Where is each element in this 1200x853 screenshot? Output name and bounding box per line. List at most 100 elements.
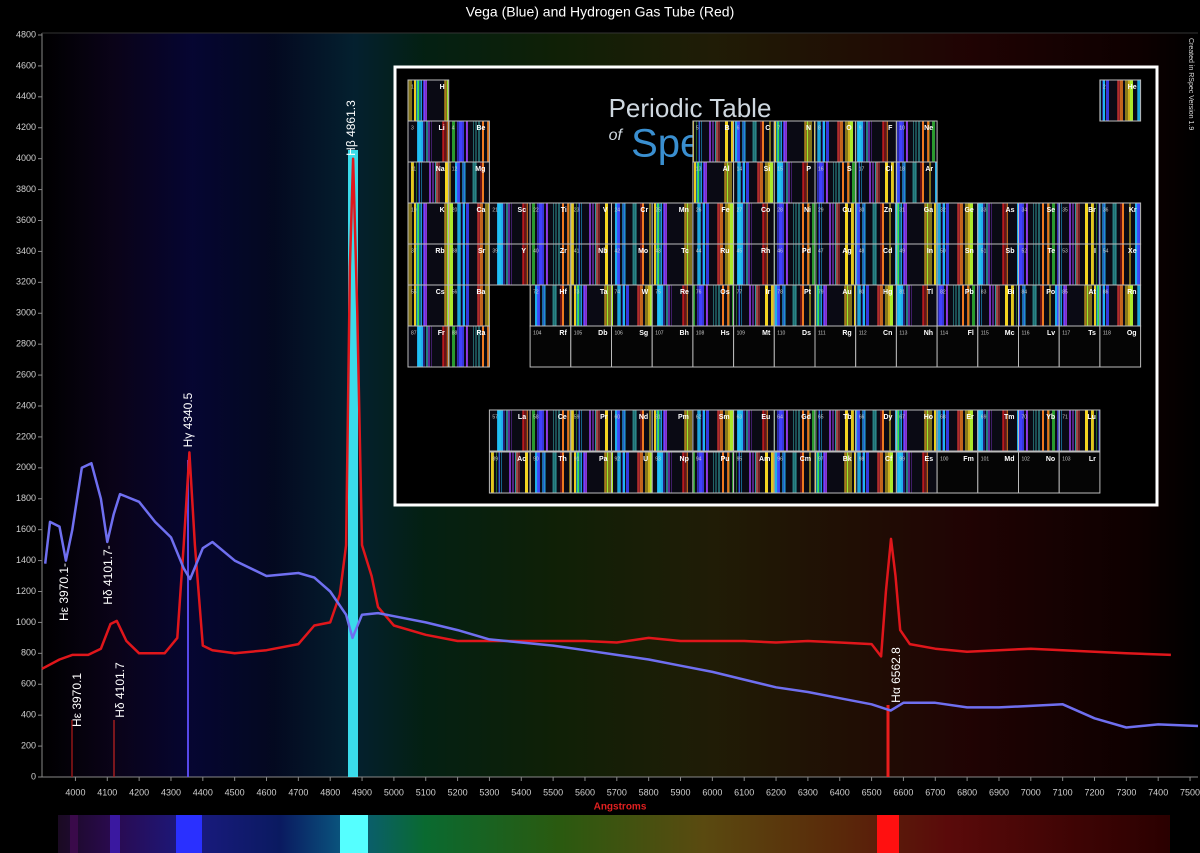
- y-tick-label: 3600: [16, 215, 36, 225]
- element-number: 83: [981, 289, 987, 295]
- element-cell: [488, 243, 531, 286]
- element-symbol: Ne: [924, 125, 933, 132]
- credit: Created in RSpec Version 1.9: [1187, 38, 1194, 130]
- element-cell: [611, 243, 653, 286]
- x-tick-label: 4700: [288, 787, 308, 797]
- element-number: 53: [1062, 248, 1068, 254]
- element-number: 36: [1103, 207, 1109, 213]
- inset-title-of: of: [609, 127, 624, 144]
- element-number: 22: [533, 207, 539, 213]
- element-number: 68: [940, 414, 946, 420]
- element-symbol: W: [642, 289, 649, 296]
- element-cell: [855, 161, 897, 204]
- element-symbol: F: [888, 125, 893, 132]
- element-symbol: La: [518, 414, 526, 421]
- element-number: 85: [1062, 289, 1068, 295]
- element-symbol: Sc: [518, 207, 527, 214]
- element-cell: [692, 284, 735, 327]
- y-tick-label: 4200: [16, 122, 36, 132]
- element-number: 29: [818, 207, 824, 213]
- element-number: 33: [981, 207, 987, 213]
- element-cell: [1058, 325, 1101, 368]
- x-tick-label: 6100: [734, 787, 754, 797]
- x-tick-label: 5800: [639, 787, 659, 797]
- y-tick-label: 2800: [16, 339, 36, 349]
- y-tick-label: 1400: [16, 555, 36, 565]
- element-cell: [814, 243, 857, 286]
- element-symbol: Po: [1046, 289, 1055, 296]
- element-symbol: Be: [476, 125, 485, 132]
- element-number: 78: [777, 289, 783, 295]
- element-symbol: Al: [723, 166, 730, 173]
- x-tick-label: 5600: [575, 787, 595, 797]
- element-number: 42: [615, 248, 621, 254]
- element-symbol: Li: [438, 125, 444, 132]
- element-number: 14: [737, 166, 743, 172]
- element-cell: [692, 325, 735, 368]
- x-tick-label: 7000: [1021, 787, 1041, 797]
- y-tick-label: 2200: [16, 431, 36, 441]
- y-tick-label: 600: [21, 679, 36, 689]
- element-number: 7: [777, 125, 780, 131]
- element-number: 99: [899, 456, 905, 462]
- x-tick-label: 4900: [352, 787, 372, 797]
- element-symbol: Ru: [720, 248, 729, 255]
- element-number: 115: [981, 330, 989, 336]
- y-tick-label: 800: [21, 648, 36, 658]
- element-cell: [733, 243, 775, 286]
- x-tick-label: 6400: [830, 787, 850, 797]
- element-symbol: Sg: [639, 330, 648, 337]
- element-number: 107: [655, 330, 664, 336]
- element-number: 73: [574, 289, 580, 295]
- x-tick-label: 6700: [925, 787, 945, 797]
- element-number: 90: [533, 456, 539, 462]
- element-cell: [814, 451, 857, 494]
- element-number: 39: [492, 248, 498, 254]
- element-cell: [936, 409, 979, 452]
- element-symbol: Lr: [1089, 456, 1096, 463]
- element-number: 4: [452, 125, 455, 131]
- element-symbol: Md: [1004, 456, 1014, 463]
- x-tick-label: 5700: [607, 787, 627, 797]
- element-symbol: Tm: [1004, 414, 1015, 421]
- element-symbol: Ra: [476, 330, 485, 337]
- element-cell: [651, 202, 694, 245]
- element-symbol: V: [603, 207, 608, 214]
- element-symbol: Yb: [1046, 414, 1055, 421]
- x-tick-label: 4400: [193, 787, 213, 797]
- element-number: 98: [859, 456, 865, 462]
- y-tick-label: 3400: [16, 246, 36, 256]
- element-cell: [692, 120, 735, 163]
- element-number: 114: [940, 330, 948, 336]
- element-cell: [895, 409, 938, 452]
- element-number: 40: [533, 248, 539, 254]
- element-cell: [977, 409, 1019, 452]
- element-number: 19: [411, 207, 417, 213]
- element-symbol: Pt: [804, 289, 812, 296]
- element-symbol: Hf: [559, 289, 567, 296]
- x-tick-label: 5400: [511, 787, 531, 797]
- element-number: 48: [859, 248, 865, 254]
- element-symbol: Rg: [842, 330, 851, 337]
- element-number: 89: [492, 456, 498, 462]
- element-symbol: Hs: [721, 330, 730, 337]
- element-cell: [733, 161, 775, 204]
- element-cell: [651, 451, 694, 494]
- element-symbol: Ca: [476, 207, 485, 214]
- element-number: 17: [859, 166, 865, 172]
- element-symbol: Ir: [766, 289, 771, 296]
- element-cell: [977, 284, 1019, 327]
- element-number: 110: [777, 330, 785, 336]
- x-tick-label: 6300: [798, 787, 818, 797]
- element-symbol: Nd: [639, 414, 648, 421]
- element-cell: [488, 202, 531, 245]
- element-symbol: Si: [764, 166, 771, 173]
- element-symbol: Fr: [438, 330, 445, 337]
- element-number: 59: [574, 414, 580, 420]
- element-number: 112: [859, 330, 867, 336]
- element-symbol: Ge: [964, 207, 973, 214]
- element-cell: [1018, 202, 1060, 245]
- element-number: 45: [737, 248, 743, 254]
- element-symbol: C: [765, 125, 770, 132]
- element-symbol: Cf: [885, 456, 893, 463]
